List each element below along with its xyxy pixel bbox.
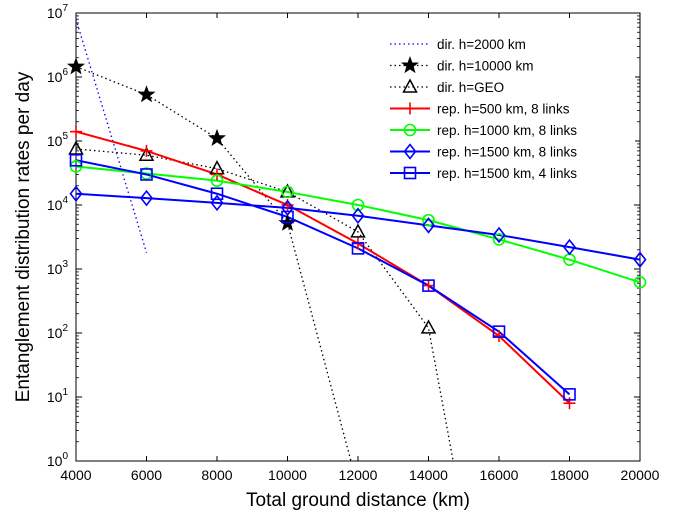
data-point-5 — [421, 217, 436, 234]
legend-label: rep. h=500 km, 8 links — [437, 102, 570, 117]
x-tick-label: 12000 — [339, 467, 378, 483]
series-lines — [76, 19, 640, 461]
data-point-5 — [492, 226, 506, 244]
series-line-5 — [76, 192, 640, 261]
y-tick-label: 102 — [47, 323, 69, 341]
data-point-2 — [350, 223, 366, 238]
data-point-6 — [69, 153, 83, 167]
series-line-4 — [76, 165, 640, 284]
data-point-6 — [210, 187, 224, 201]
legend-label: dir. h=2000 km — [437, 37, 526, 52]
data-point-2 — [420, 319, 437, 334]
legend-label: dir. h=10000 km — [437, 59, 533, 74]
data-point-5 — [562, 238, 577, 256]
x-tick-label: 6000 — [131, 467, 162, 483]
data-point-5 — [280, 199, 295, 217]
x-axis-title: Total ground distance (km) — [246, 490, 470, 511]
data-point-5 — [69, 185, 83, 203]
y-tick-label: 107 — [47, 3, 69, 21]
data-point-5 — [210, 194, 224, 212]
data-point-6 — [422, 279, 435, 292]
data-point-6 — [492, 325, 506, 338]
data-point-1 — [66, 57, 86, 75]
y-tick-label: 105 — [47, 131, 69, 149]
data-point-4 — [633, 275, 647, 289]
legend-marker — [404, 102, 416, 115]
data-point-4 — [281, 185, 294, 199]
legend-label: rep. h=1000 km, 8 links — [437, 123, 577, 138]
series-line-6 — [76, 159, 571, 396]
legend-marker — [400, 56, 420, 74]
data-point-3 — [70, 125, 82, 138]
legend-label: rep. h=1500 km, 4 links — [437, 166, 577, 181]
data-point-1 — [207, 128, 227, 147]
data-point-6 — [351, 242, 365, 255]
data-point-3 — [493, 329, 505, 342]
x-tick-label: 4000 — [60, 467, 91, 483]
data-point-4 — [422, 213, 435, 227]
x-tick-label: 8000 — [201, 467, 232, 483]
data-point-4 — [351, 198, 365, 212]
data-point-6 — [140, 168, 153, 181]
data-point-4 — [210, 174, 224, 187]
data-point-5 — [351, 207, 365, 225]
series-line-0 — [76, 19, 148, 253]
data-point-5 — [633, 251, 647, 268]
series-markers — [66, 57, 647, 410]
data-point-6 — [281, 210, 294, 224]
x-tick-label: 14000 — [409, 467, 448, 483]
data-point-3 — [140, 144, 153, 157]
legend-label: dir. h=GEO — [437, 80, 504, 95]
x-tick-label: 10000 — [268, 467, 307, 483]
data-point-6 — [563, 388, 576, 401]
data-point-1 — [137, 85, 156, 103]
x-tick-label: 16000 — [480, 467, 519, 483]
data-point-2 — [138, 146, 155, 161]
series-line-3 — [76, 130, 571, 404]
x-tick-label: 20000 — [621, 467, 660, 483]
tick-labels: 4000 6000 8000 10000 12000 14000 16000 18000 200… — [47, 3, 660, 483]
y-axis-title: Entanglement distribution rates per day — [13, 71, 34, 402]
x-tick-label: 18000 — [550, 467, 589, 483]
legend-marker — [403, 143, 417, 160]
legend-label: rep. h=1500 km, 8 links — [437, 145, 577, 160]
legend-marker — [403, 166, 417, 180]
axis-ticks — [75, 12, 641, 462]
data-point-4 — [492, 233, 506, 246]
data-point-3 — [422, 279, 435, 292]
data-point-5 — [139, 189, 154, 207]
y-tick-label: 101 — [47, 387, 69, 405]
legend: dir. h=2000 km dir. h=10000 km dir. h=GEO r… — [385, 25, 635, 195]
y-tick-label: 103 — [47, 259, 69, 277]
y-tick-label: 100 — [47, 451, 69, 469]
legend-box — [385, 25, 635, 195]
legend-marker — [403, 123, 417, 137]
y-tick-label: 104 — [47, 195, 69, 213]
legend-marker — [402, 78, 418, 93]
y-tick-label: 106 — [47, 67, 69, 85]
